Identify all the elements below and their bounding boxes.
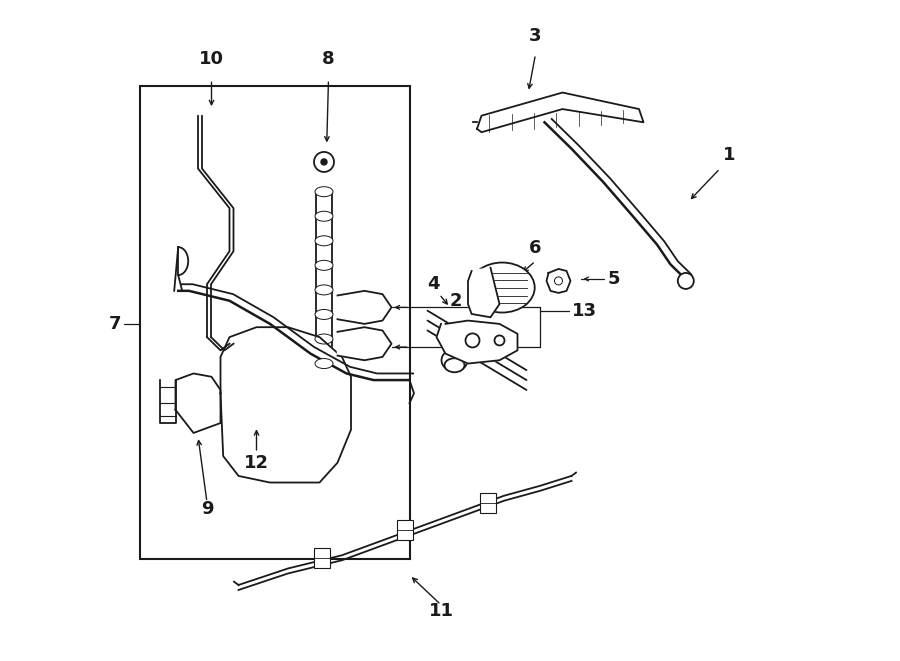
Text: 5: 5 (608, 270, 620, 288)
Bar (314, 548, 329, 568)
Polygon shape (468, 268, 500, 317)
Text: 8: 8 (322, 50, 335, 69)
Polygon shape (436, 321, 518, 364)
Text: 13: 13 (572, 301, 597, 320)
Ellipse shape (315, 236, 333, 246)
Bar (140, 86, 410, 559)
Ellipse shape (315, 186, 333, 197)
Text: 3: 3 (529, 27, 542, 46)
Ellipse shape (442, 349, 467, 371)
Bar (397, 520, 413, 541)
Ellipse shape (315, 358, 333, 369)
Polygon shape (338, 291, 392, 324)
Ellipse shape (470, 262, 535, 313)
Ellipse shape (445, 358, 464, 372)
Circle shape (678, 273, 694, 289)
Bar (481, 493, 496, 513)
Ellipse shape (315, 334, 333, 344)
Polygon shape (220, 327, 351, 483)
Ellipse shape (315, 260, 333, 270)
Polygon shape (338, 327, 392, 360)
Circle shape (494, 335, 505, 346)
Circle shape (321, 159, 327, 165)
Text: 2: 2 (450, 292, 463, 310)
Circle shape (314, 152, 334, 172)
Ellipse shape (315, 212, 333, 221)
Text: 11: 11 (428, 602, 454, 621)
Text: 6: 6 (529, 239, 542, 257)
Text: 10: 10 (199, 50, 224, 69)
Polygon shape (176, 373, 220, 433)
Text: 9: 9 (201, 500, 213, 518)
Polygon shape (546, 269, 571, 293)
Ellipse shape (315, 285, 333, 295)
Text: 7: 7 (109, 315, 122, 333)
Text: 4: 4 (428, 275, 440, 293)
Text: 1: 1 (723, 146, 735, 165)
Ellipse shape (315, 309, 333, 319)
Polygon shape (477, 93, 644, 132)
Text: 12: 12 (244, 453, 269, 472)
Circle shape (465, 333, 480, 348)
Circle shape (554, 277, 562, 285)
